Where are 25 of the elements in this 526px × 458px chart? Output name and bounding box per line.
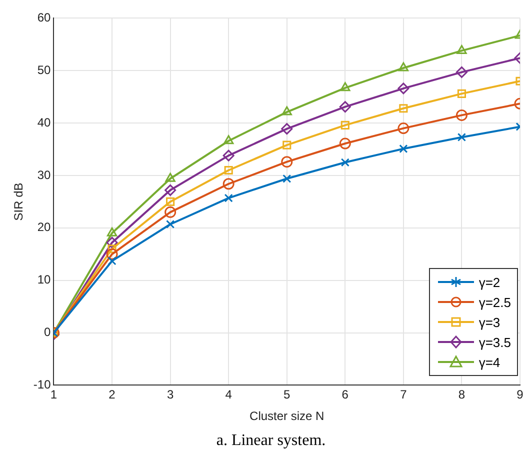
- text: a. Linear system.: [215, 432, 327, 450]
- x-tick-label: 9: [516, 388, 524, 402]
- x-tick-label: 2: [108, 388, 116, 402]
- x-tick-label: 4: [225, 388, 232, 402]
- legend-label: γ=4: [478, 354, 500, 370]
- y-tick-label: 60: [37, 10, 52, 25]
- legend-label: γ=3: [478, 314, 500, 330]
- y-tick-label: 40: [37, 115, 52, 130]
- x-tick-label: 8: [458, 388, 466, 402]
- x-tick-label: 1: [50, 388, 58, 402]
- legend-label: γ=2: [478, 274, 500, 290]
- y-tick-label: 20: [37, 220, 52, 234]
- y-tick-label: 50: [37, 62, 52, 77]
- y-tick-label: 10: [37, 272, 52, 287]
- x-axis-title: Cluster size N: [250, 409, 324, 424]
- y-axis-title: SIR dB: [12, 182, 26, 221]
- x-tick-label: 3: [166, 388, 174, 402]
- x-tick-label: 6: [342, 388, 349, 402]
- legend-label: γ=2.5: [478, 294, 511, 310]
- legend-label: γ=3.5: [478, 334, 511, 350]
- y-tick-label: 0: [44, 325, 52, 340]
- x-tick-label: 7: [400, 388, 408, 402]
- x-tick-label: 5: [284, 388, 291, 402]
- y-tick-label: -10: [33, 378, 52, 392]
- y-tick-label: 30: [37, 168, 52, 182]
